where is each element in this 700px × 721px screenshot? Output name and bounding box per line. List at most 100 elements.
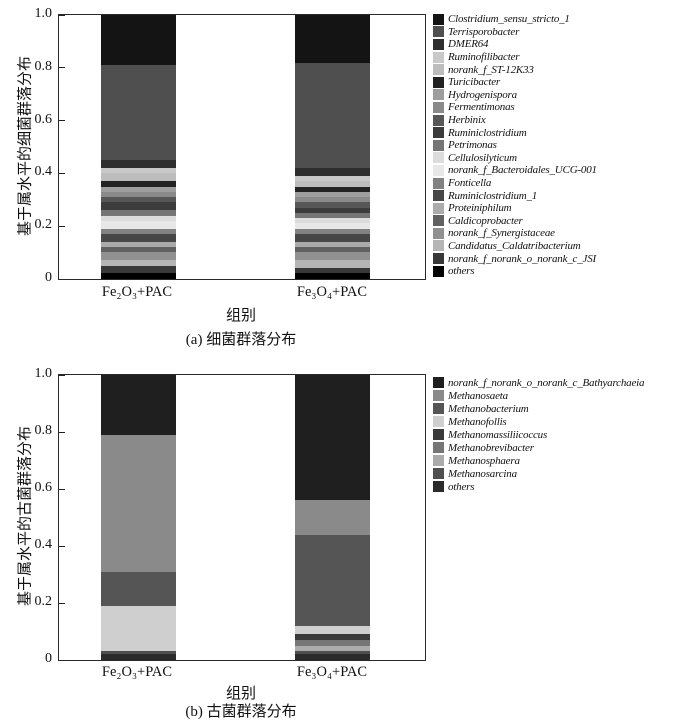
bar-segment-Petrimonas bbox=[295, 212, 371, 219]
legend-label: Methanosphaera bbox=[448, 454, 520, 467]
legend-label: Clostridium_sensu_stricto_1 bbox=[448, 13, 570, 26]
legend-swatch bbox=[433, 481, 444, 492]
legend-swatch bbox=[433, 227, 444, 239]
legend-swatch bbox=[433, 89, 444, 101]
bar-segment-norank_f_Synergistaceae bbox=[295, 252, 371, 261]
bar-segment-Hydrogenispora bbox=[295, 191, 371, 198]
bar-segment-norank_f_ST-12K33 bbox=[101, 173, 177, 182]
legend-swatch bbox=[433, 38, 444, 50]
bar-segment-norank_f_Bacteroidales_UCG-001 bbox=[295, 223, 371, 229]
bar-segment-Ruminofilibacter bbox=[295, 176, 371, 182]
legend-label: Ruminiclostridium_1 bbox=[448, 189, 538, 202]
legend-item: Fonticella bbox=[433, 177, 597, 190]
bar-segment-Methanobacterium bbox=[101, 571, 177, 606]
bar-segment-others bbox=[101, 654, 177, 660]
x-tick-label: Fe₃O₄+PAC bbox=[296, 664, 368, 680]
bar-segment-Herbinix bbox=[295, 202, 371, 208]
bacteria-community-chart: 基于属水平的细菌群落分布 Fe₂O₃+PAC Fe₃O₄+PAC 组别 (a) … bbox=[0, 0, 700, 358]
bar-segment-norank_f_Bacteroidales_UCG-001 bbox=[101, 220, 177, 229]
legend-item: norank_f_ST-12K33 bbox=[433, 63, 597, 76]
legend-label: Methanofollis bbox=[448, 415, 507, 428]
bar-segment-norank_f_norank_o_norank_c_Bathyarchaeia bbox=[101, 375, 177, 435]
legend-item: Clostridium_sensu_stricto_1 bbox=[433, 13, 597, 26]
legend-swatch bbox=[433, 190, 444, 202]
legend-label: Methanobacterium bbox=[448, 402, 529, 415]
y-tick-label: 0.6 bbox=[34, 480, 53, 495]
legend-swatch bbox=[433, 127, 444, 139]
legend-label: DMER64 bbox=[448, 38, 489, 51]
bar-segment-Cellulosilyticum bbox=[295, 218, 371, 224]
plot-area bbox=[58, 14, 426, 280]
legend-swatch bbox=[433, 177, 444, 189]
bar-segment-norank_f_norank_o_norank_c_Bathyarchaeia bbox=[295, 375, 371, 501]
legend-label: Terrisporobacter bbox=[448, 25, 520, 38]
bar-segment-Terrisporobacter bbox=[295, 62, 371, 169]
y-tick-mark bbox=[59, 431, 65, 433]
legend-label: others bbox=[448, 480, 475, 493]
legend-swatch bbox=[433, 76, 444, 88]
bar-segment-Caldicoprobacter bbox=[295, 247, 371, 253]
legend-item: DMER64 bbox=[433, 38, 597, 51]
legend-label: norank_f_ST-12K33 bbox=[448, 63, 534, 76]
legend-label: Ruminofilibacter bbox=[448, 51, 520, 64]
y-tick-mark bbox=[59, 67, 65, 69]
y-tick-label: 0.8 bbox=[34, 423, 53, 438]
bar-segment-norank_f_norank_o_norank_c_JSI bbox=[101, 265, 177, 274]
bar-segment-Methanobacterium bbox=[295, 534, 371, 626]
bar-segment-Cellulosilyticum bbox=[101, 215, 177, 221]
bar-segment-Fermentimonas bbox=[295, 197, 371, 203]
y-tick-label: 1.0 bbox=[34, 366, 53, 381]
legend-item: norank_f_norank_o_norank_c_JSI bbox=[433, 252, 597, 265]
legend-swatch bbox=[433, 215, 444, 227]
chart-caption: (b) 古菌群落分布 bbox=[185, 704, 297, 720]
y-tick-mark bbox=[59, 602, 65, 604]
bar-segment-Herbinix bbox=[101, 197, 177, 203]
y-tick-label: 0.2 bbox=[34, 217, 53, 233]
legend-item: Methanosphaera bbox=[433, 454, 644, 467]
legend-label: Ruminiclostridium bbox=[448, 126, 527, 139]
bar-segment-others bbox=[295, 273, 371, 279]
legend-item: Proteiniphilum bbox=[433, 202, 597, 215]
legend-item: Methanobacterium bbox=[433, 402, 644, 415]
legend-item: Herbinix bbox=[433, 114, 597, 127]
archaea-community-chart: 基于属水平的古菌群落分布 Fe₂O₃+PAC Fe₃O₄+PAC 组别 (b) … bbox=[0, 358, 700, 721]
bar-segment-Ruminiclostridium bbox=[295, 207, 371, 213]
legend-label: Herbinix bbox=[448, 114, 486, 127]
legend-label: Methanomassiliicoccus bbox=[448, 428, 548, 441]
legend-item: Caldicoprobacter bbox=[433, 215, 597, 228]
bar-segment-Methanosaeta bbox=[101, 434, 177, 572]
legend-item: Methanosarcina bbox=[433, 467, 644, 480]
y-tick-mark bbox=[59, 172, 65, 174]
bar-segment-Turicibacter bbox=[101, 181, 177, 187]
legend-swatch bbox=[433, 101, 444, 113]
legend-swatch bbox=[433, 416, 444, 427]
bar-segment-others bbox=[101, 273, 177, 279]
bar-segment-Petrimonas bbox=[101, 210, 177, 216]
bar-segment-norank_f_Synergistaceae bbox=[101, 252, 177, 261]
bar-segment-Methanosaeta bbox=[295, 500, 371, 535]
bar-segment-norank_f_norank_o_norank_c_JSI bbox=[295, 268, 371, 274]
legend-swatch bbox=[433, 390, 444, 401]
bar-segment-Methanomassiliicoccus bbox=[295, 634, 371, 640]
legend-swatch bbox=[433, 26, 444, 38]
bar-segment-others bbox=[295, 654, 371, 660]
legend-item: Petrimonas bbox=[433, 139, 597, 152]
bar-segment-Fonticella bbox=[295, 228, 371, 234]
legend-item: others bbox=[433, 480, 644, 493]
legend-swatch bbox=[433, 468, 444, 479]
y-tick-label: 0.8 bbox=[34, 58, 53, 74]
bar-segment-Ruminiclostridium bbox=[101, 202, 177, 211]
bar-segment-Methanosphaera bbox=[295, 645, 371, 652]
bar-segment-Candidatus_Caldatribacterium bbox=[295, 260, 371, 269]
legend-item: norank_f_Synergistaceae bbox=[433, 227, 597, 240]
legend-swatch bbox=[433, 429, 444, 440]
legend-swatch bbox=[433, 152, 444, 164]
x-tick-label: Fe₂O₃+PAC bbox=[101, 284, 173, 300]
legend-label: Methanosaeta bbox=[448, 389, 508, 402]
legend-label: Fonticella bbox=[448, 177, 492, 190]
legend-swatch bbox=[433, 442, 444, 453]
legend-swatch bbox=[433, 455, 444, 466]
bar-segment-DMER64 bbox=[295, 168, 371, 177]
legend-swatch bbox=[433, 265, 444, 277]
